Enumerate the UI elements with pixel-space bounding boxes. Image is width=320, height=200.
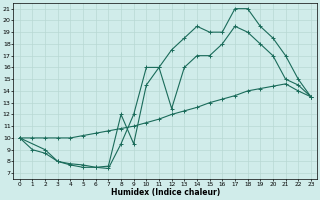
X-axis label: Humidex (Indice chaleur): Humidex (Indice chaleur) xyxy=(111,188,220,197)
